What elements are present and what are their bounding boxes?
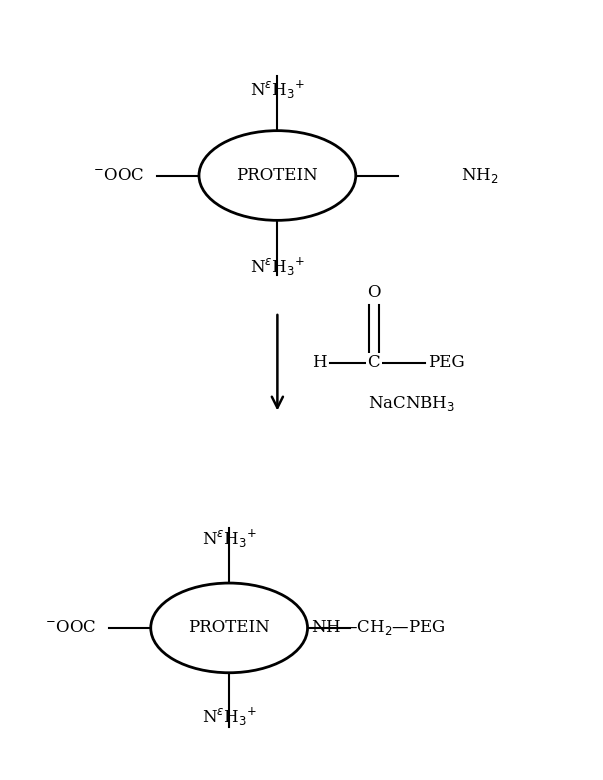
Text: H: H xyxy=(312,354,327,371)
Text: NaCNBH$_3$: NaCNBH$_3$ xyxy=(368,394,455,413)
Text: C: C xyxy=(368,354,380,371)
Text: $^{-}$OOC: $^{-}$OOC xyxy=(93,167,145,184)
Text: NH$_2$: NH$_2$ xyxy=(461,166,499,185)
Text: NH—CH$_2$—PEG: NH—CH$_2$—PEG xyxy=(311,619,446,637)
Text: PROTEIN: PROTEIN xyxy=(236,167,318,184)
Text: N$^{\varepsilon}$H$_3$$^{+}$: N$^{\varepsilon}$H$_3$$^{+}$ xyxy=(250,256,305,278)
Text: N$^{\varepsilon}$H$_3$$^{+}$: N$^{\varepsilon}$H$_3$$^{+}$ xyxy=(202,706,256,729)
Text: O: O xyxy=(367,284,380,301)
Text: N$^{\varepsilon}$H$_3$$^{+}$: N$^{\varepsilon}$H$_3$$^{+}$ xyxy=(250,79,305,101)
Ellipse shape xyxy=(151,583,308,672)
Text: PEG: PEG xyxy=(428,354,465,371)
Text: PROTEIN: PROTEIN xyxy=(188,619,270,636)
Text: N$^{\varepsilon}$H$_3$$^{+}$: N$^{\varepsilon}$H$_3$$^{+}$ xyxy=(202,527,256,550)
Text: $^{-}$OOC: $^{-}$OOC xyxy=(45,619,96,636)
Ellipse shape xyxy=(199,130,356,221)
